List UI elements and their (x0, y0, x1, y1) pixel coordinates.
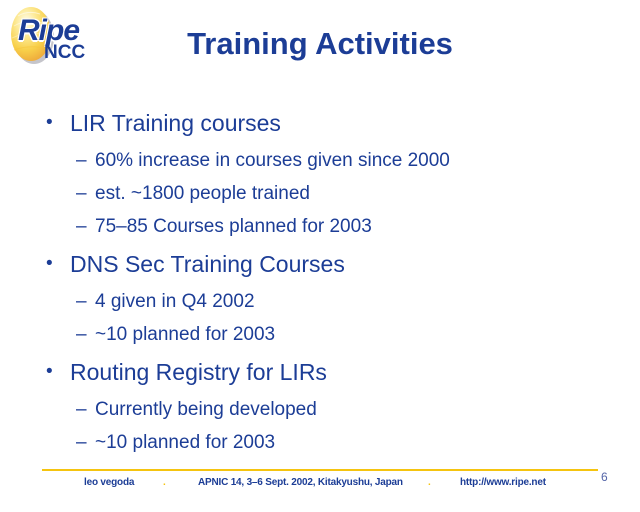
bullet-dot-icon: • (46, 112, 53, 133)
bullet-section: • DNS Sec Training Courses –4 given in Q4 … (46, 249, 624, 351)
logo-org-text: NCC (44, 42, 86, 63)
bullet-section: • LIR Training courses –60% increase in co… (46, 108, 624, 243)
bullet-dot-icon: • (46, 361, 53, 382)
dash-icon: – (76, 183, 87, 204)
footer-separator-icon: . (163, 477, 166, 488)
footer: leo vegoda . APNIC 14, 3–6 Sept. 2002, K… (0, 477, 640, 495)
dash-icon: – (76, 324, 87, 345)
bullet-text: LIR Training courses (70, 110, 281, 136)
subbullet-text: ~10 planned for 2003 (95, 432, 276, 453)
bullet-item-level1: • DNS Sec Training Courses (46, 249, 624, 279)
ripe-ncc-logo: Ripe NCC (4, 2, 114, 72)
subbullet-text: Currently being developed (95, 399, 317, 420)
subbullet-text: 4 given in Q4 2002 (95, 291, 255, 312)
page-number: 6 (601, 470, 608, 484)
footer-event: APNIC 14, 3–6 Sept. 2002, Kitakyushu, Ja… (198, 477, 403, 488)
logo-brand-text: Ripe (18, 14, 80, 47)
footer-url[interactable]: http://www.ripe.net (460, 477, 546, 488)
footer-divider (42, 469, 598, 471)
bullet-text: DNS Sec Training Courses (70, 251, 345, 277)
bullet-item-level1: • LIR Training courses (46, 108, 624, 138)
dash-icon: – (76, 291, 87, 312)
bullet-text: Routing Registry for LIRs (70, 359, 327, 385)
subbullet-text: 75–85 Courses planned for 2003 (95, 216, 372, 237)
bullet-list: • LIR Training courses –60% increase in co… (46, 108, 624, 465)
subbullet-text: ~10 planned for 2003 (95, 324, 276, 345)
bullet-item-level1: • Routing Registry for LIRs (46, 357, 624, 387)
bullet-item-level2: – ~10 planned for 2003 (76, 426, 624, 459)
dash-icon: – (76, 432, 87, 453)
bullet-section: • Routing Registry for LIRs – Currently bei… (46, 357, 624, 459)
bullet-item-level2: – Currently being developed (76, 393, 624, 426)
bullet-dot-icon: • (46, 253, 53, 274)
subbullet-text: 60% increase in courses given since 2000 (95, 150, 450, 171)
dash-icon: – (76, 216, 87, 237)
bullet-item-level2: –60% increase in courses given since 200… (76, 144, 624, 177)
bullet-item-level2: –75–85 Courses planned for 2003 (76, 210, 624, 243)
footer-separator-icon: . (428, 477, 431, 488)
bullet-item-level2: – est. ~1800 people trained (76, 177, 624, 210)
footer-author: leo vegoda (84, 477, 135, 488)
dash-icon: – (76, 399, 87, 420)
bullet-item-level2: –4 given in Q4 2002 (76, 285, 624, 318)
subbullet-text: est. ~1800 people trained (95, 183, 310, 204)
bullet-item-level2: – ~10 planned for 2003 (76, 318, 624, 351)
globe-icon (11, 7, 54, 64)
page-title: Training Activities (187, 26, 453, 61)
dash-icon: – (76, 150, 87, 171)
